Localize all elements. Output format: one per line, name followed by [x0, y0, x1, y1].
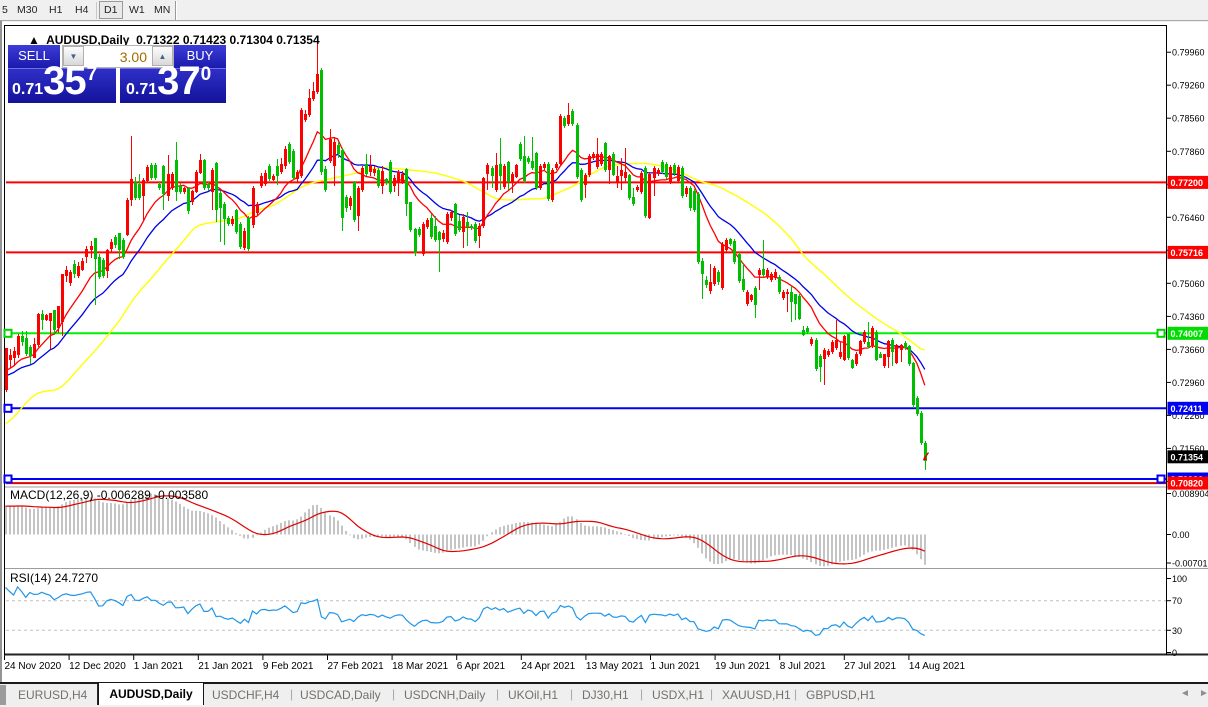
svg-text:0.77860: 0.77860 — [1172, 147, 1205, 157]
svg-text:0.72411: 0.72411 — [1171, 404, 1203, 414]
svg-text:0.73660: 0.73660 — [1172, 345, 1205, 355]
svg-text:0.78560: 0.78560 — [1172, 114, 1205, 124]
svg-text:0.70820: 0.70820 — [1171, 479, 1204, 489]
svg-text:30: 30 — [1172, 626, 1182, 636]
svg-text:0.72960: 0.72960 — [1172, 378, 1205, 388]
svg-text:19 Jun 2021: 19 Jun 2021 — [715, 661, 770, 672]
svg-text:24 Apr 2021: 24 Apr 2021 — [521, 661, 575, 672]
svg-text:0.00: 0.00 — [1172, 530, 1190, 540]
svg-text:0.79960: 0.79960 — [1172, 48, 1205, 58]
svg-text:0.75716: 0.75716 — [1171, 248, 1204, 258]
svg-text:27 Jul 2021: 27 Jul 2021 — [844, 661, 896, 672]
svg-text:70: 70 — [1172, 596, 1182, 606]
svg-text:1 Jan 2021: 1 Jan 2021 — [134, 661, 184, 672]
svg-text:14 Aug 2021: 14 Aug 2021 — [909, 661, 966, 672]
svg-text:-0.00701: -0.00701 — [1172, 559, 1208, 569]
svg-text:MACD(12,26,9) -0.006289 -0.003: MACD(12,26,9) -0.006289 -0.003580 — [10, 488, 208, 502]
svg-text:27 Feb 2021: 27 Feb 2021 — [328, 661, 385, 672]
svg-text:0.008904: 0.008904 — [1172, 489, 1208, 499]
svg-text:18 Mar 2021: 18 Mar 2021 — [392, 661, 449, 672]
svg-text:100: 100 — [1172, 574, 1187, 584]
svg-text:0.71354: 0.71354 — [1171, 452, 1204, 462]
svg-text:9 Feb 2021: 9 Feb 2021 — [263, 661, 314, 672]
svg-text:13 May 2021: 13 May 2021 — [586, 661, 644, 672]
svg-text:0.76460: 0.76460 — [1172, 213, 1205, 223]
svg-text:1 Jun 2021: 1 Jun 2021 — [651, 661, 701, 672]
svg-text:0.74360: 0.74360 — [1172, 312, 1205, 322]
svg-text:21 Jan 2021: 21 Jan 2021 — [198, 661, 253, 672]
svg-text:0.71560: 0.71560 — [1172, 444, 1205, 454]
svg-text:0.77200: 0.77200 — [1171, 178, 1204, 188]
svg-text:0.74007: 0.74007 — [1171, 329, 1204, 339]
svg-text:6 Apr 2021: 6 Apr 2021 — [457, 661, 506, 672]
svg-text:12 Dec 2020: 12 Dec 2020 — [69, 661, 126, 672]
svg-text:24 Nov 2020: 24 Nov 2020 — [5, 661, 62, 672]
svg-text:0.72260: 0.72260 — [1172, 411, 1205, 421]
svg-text:8 Jul 2021: 8 Jul 2021 — [780, 661, 827, 672]
svg-text:0: 0 — [1172, 648, 1177, 658]
svg-text:RSI(14) 24.7270: RSI(14) 24.7270 — [10, 571, 98, 585]
svg-text:0.75060: 0.75060 — [1172, 279, 1205, 289]
svg-text:0.79260: 0.79260 — [1172, 81, 1205, 91]
